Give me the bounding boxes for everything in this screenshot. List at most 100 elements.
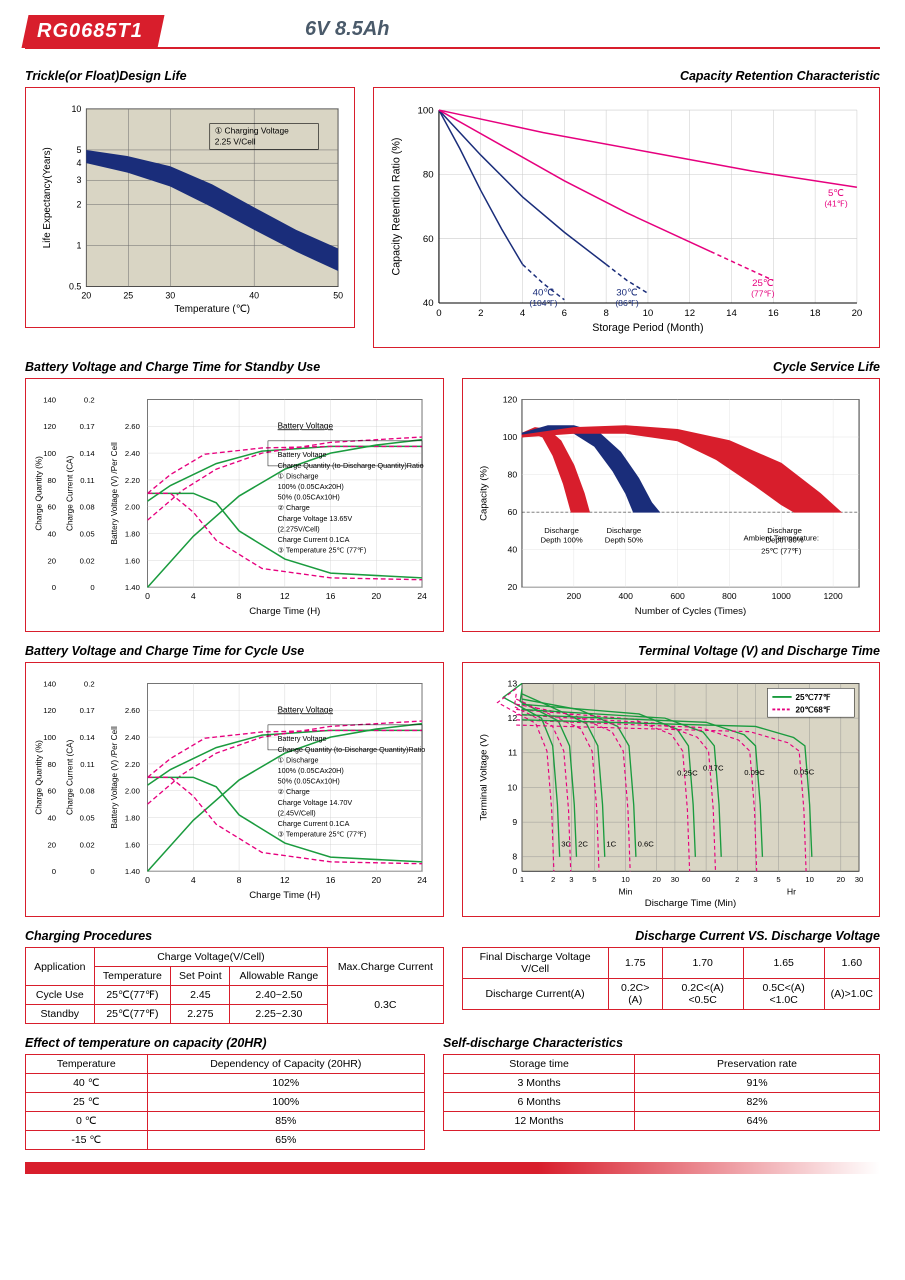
svg-text:2.25 V/Cell: 2.25 V/Cell bbox=[215, 136, 256, 146]
svg-text:2: 2 bbox=[76, 199, 81, 209]
svg-text:Life Expectancy(Years): Life Expectancy(Years) bbox=[42, 147, 53, 248]
svg-text:20: 20 bbox=[48, 556, 57, 565]
svg-text:25℃77℉: 25℃77℉ bbox=[795, 693, 830, 702]
svg-text:1000: 1000 bbox=[771, 590, 790, 600]
svg-text:② Charge: ② Charge bbox=[278, 503, 310, 512]
svg-text:2: 2 bbox=[735, 875, 739, 884]
svg-text:20: 20 bbox=[48, 841, 57, 850]
svg-text:11: 11 bbox=[508, 748, 517, 758]
svg-text:Discharge: Discharge bbox=[606, 526, 641, 535]
svg-text:2.40: 2.40 bbox=[125, 733, 140, 742]
table3-title: Effect of temperature on capacity (20HR) bbox=[25, 1036, 425, 1050]
svg-text:12: 12 bbox=[684, 308, 695, 319]
svg-text:80: 80 bbox=[48, 760, 57, 769]
svg-text:0.02: 0.02 bbox=[80, 556, 95, 565]
table1-title: Charging Procedures bbox=[25, 929, 444, 943]
svg-text:Charge Quantity (%): Charge Quantity (%) bbox=[35, 455, 44, 530]
svg-text:40: 40 bbox=[507, 544, 517, 554]
svg-text:(104℉): (104℉) bbox=[529, 298, 557, 308]
svg-text:80: 80 bbox=[423, 170, 434, 181]
svg-text:100% (0.05CAx20H): 100% (0.05CAx20H) bbox=[278, 766, 344, 775]
svg-text:0.05: 0.05 bbox=[80, 814, 95, 823]
svg-text:1.80: 1.80 bbox=[125, 814, 140, 823]
svg-text:2.00: 2.00 bbox=[125, 787, 140, 796]
chart5-frame: 04812162024001.40200.021.60400.051.80600… bbox=[25, 662, 444, 917]
svg-text:40: 40 bbox=[249, 290, 259, 300]
svg-text:0.09C: 0.09C bbox=[744, 768, 765, 777]
svg-text:0.05C: 0.05C bbox=[793, 768, 814, 777]
svg-text:0: 0 bbox=[52, 867, 56, 876]
svg-text:0.14: 0.14 bbox=[80, 733, 96, 742]
svg-text:1.40: 1.40 bbox=[125, 583, 140, 592]
svg-text:24: 24 bbox=[417, 875, 427, 885]
svg-text:200: 200 bbox=[566, 590, 581, 600]
svg-text:10: 10 bbox=[621, 875, 630, 884]
chart2-title: Capacity Retention Characteristic bbox=[373, 69, 880, 83]
svg-text:25℃ (77℉): 25℃ (77℉) bbox=[761, 546, 802, 555]
svg-text:Charge Time (H): Charge Time (H) bbox=[249, 606, 320, 617]
svg-text:Charge Voltage 14.70V: Charge Voltage 14.70V bbox=[278, 798, 353, 807]
svg-text:3: 3 bbox=[753, 875, 757, 884]
svg-text:Battery Voltage: Battery Voltage bbox=[278, 706, 334, 715]
svg-text:1.40: 1.40 bbox=[125, 867, 140, 876]
svg-text:① Discharge: ① Discharge bbox=[278, 471, 319, 480]
svg-text:9: 9 bbox=[512, 817, 517, 827]
svg-text:Hr: Hr bbox=[786, 887, 795, 897]
svg-text:100% (0.05CAx20H): 100% (0.05CAx20H) bbox=[278, 482, 344, 491]
svg-text:0.05: 0.05 bbox=[80, 529, 95, 538]
svg-text:12: 12 bbox=[280, 875, 290, 885]
svg-text:30: 30 bbox=[670, 875, 679, 884]
svg-text:0.17: 0.17 bbox=[80, 422, 95, 431]
temperature-capacity-table: TemperatureDependency of Capacity (20HR)… bbox=[25, 1054, 425, 1150]
svg-text:Charge Current (CA): Charge Current (CA) bbox=[65, 740, 74, 816]
svg-text:0.11: 0.11 bbox=[80, 760, 94, 769]
svg-text:20: 20 bbox=[371, 590, 381, 600]
svg-text:140: 140 bbox=[43, 680, 56, 689]
svg-text:Capacity (%): Capacity (%) bbox=[478, 465, 489, 520]
svg-text:5: 5 bbox=[776, 875, 780, 884]
svg-text:80: 80 bbox=[507, 469, 517, 479]
svg-text:1.80: 1.80 bbox=[125, 529, 140, 538]
chart1-frame: 20253040500.51234510Temperature (℃)Life … bbox=[25, 87, 355, 328]
svg-text:20: 20 bbox=[81, 290, 91, 300]
svg-text:4: 4 bbox=[191, 875, 196, 885]
svg-text:Battery Voltage: Battery Voltage bbox=[278, 734, 327, 743]
svg-text:Discharge: Discharge bbox=[544, 526, 579, 535]
svg-text:Charge Quantity (%): Charge Quantity (%) bbox=[35, 740, 44, 815]
svg-text:13: 13 bbox=[507, 679, 517, 689]
svg-text:60: 60 bbox=[423, 234, 434, 245]
svg-text:② Charge: ② Charge bbox=[278, 787, 310, 796]
svg-text:10: 10 bbox=[643, 308, 654, 319]
svg-text:2.00: 2.00 bbox=[125, 502, 140, 511]
svg-text:0.2: 0.2 bbox=[84, 395, 95, 404]
model-badge: RG0685T1 bbox=[21, 15, 164, 48]
svg-text:1: 1 bbox=[76, 240, 81, 250]
svg-text:6: 6 bbox=[562, 308, 567, 319]
svg-text:60: 60 bbox=[48, 502, 57, 511]
svg-text:Charge Current 0.1CA: Charge Current 0.1CA bbox=[278, 819, 350, 828]
discharge-current-table: Final Discharge Voltage V/Cell1.751.701.… bbox=[462, 947, 881, 1010]
svg-text:4: 4 bbox=[520, 308, 526, 319]
svg-text:Battery Voltage (V) /Per Cell: Battery Voltage (V) /Per Cell bbox=[110, 442, 119, 544]
svg-text:0: 0 bbox=[145, 875, 150, 885]
svg-text:3: 3 bbox=[569, 875, 573, 884]
svg-text:0: 0 bbox=[90, 867, 94, 876]
svg-text:50: 50 bbox=[333, 290, 343, 300]
svg-text:600: 600 bbox=[670, 590, 685, 600]
svg-text:20℃68℉: 20℃68℉ bbox=[795, 706, 830, 715]
svg-text:8: 8 bbox=[237, 875, 242, 885]
svg-text:0.08: 0.08 bbox=[80, 787, 95, 796]
svg-text:(2.275V/Cell): (2.275V/Cell) bbox=[278, 524, 320, 533]
svg-text:10: 10 bbox=[507, 783, 517, 793]
svg-text:Charge Voltage 13.65V: Charge Voltage 13.65V bbox=[278, 513, 353, 522]
svg-text:0: 0 bbox=[145, 590, 150, 600]
svg-text:Battery Voltage: Battery Voltage bbox=[278, 450, 327, 459]
svg-text:1.60: 1.60 bbox=[125, 556, 140, 565]
svg-text:40: 40 bbox=[423, 298, 434, 309]
svg-text:50% (0.05CAx10H): 50% (0.05CAx10H) bbox=[278, 777, 340, 786]
svg-text:1200: 1200 bbox=[823, 590, 842, 600]
svg-text:50% (0.05CAx10H): 50% (0.05CAx10H) bbox=[278, 492, 340, 501]
svg-text:400: 400 bbox=[618, 590, 633, 600]
svg-text:0.08: 0.08 bbox=[80, 502, 95, 511]
svg-text:20: 20 bbox=[836, 875, 845, 884]
